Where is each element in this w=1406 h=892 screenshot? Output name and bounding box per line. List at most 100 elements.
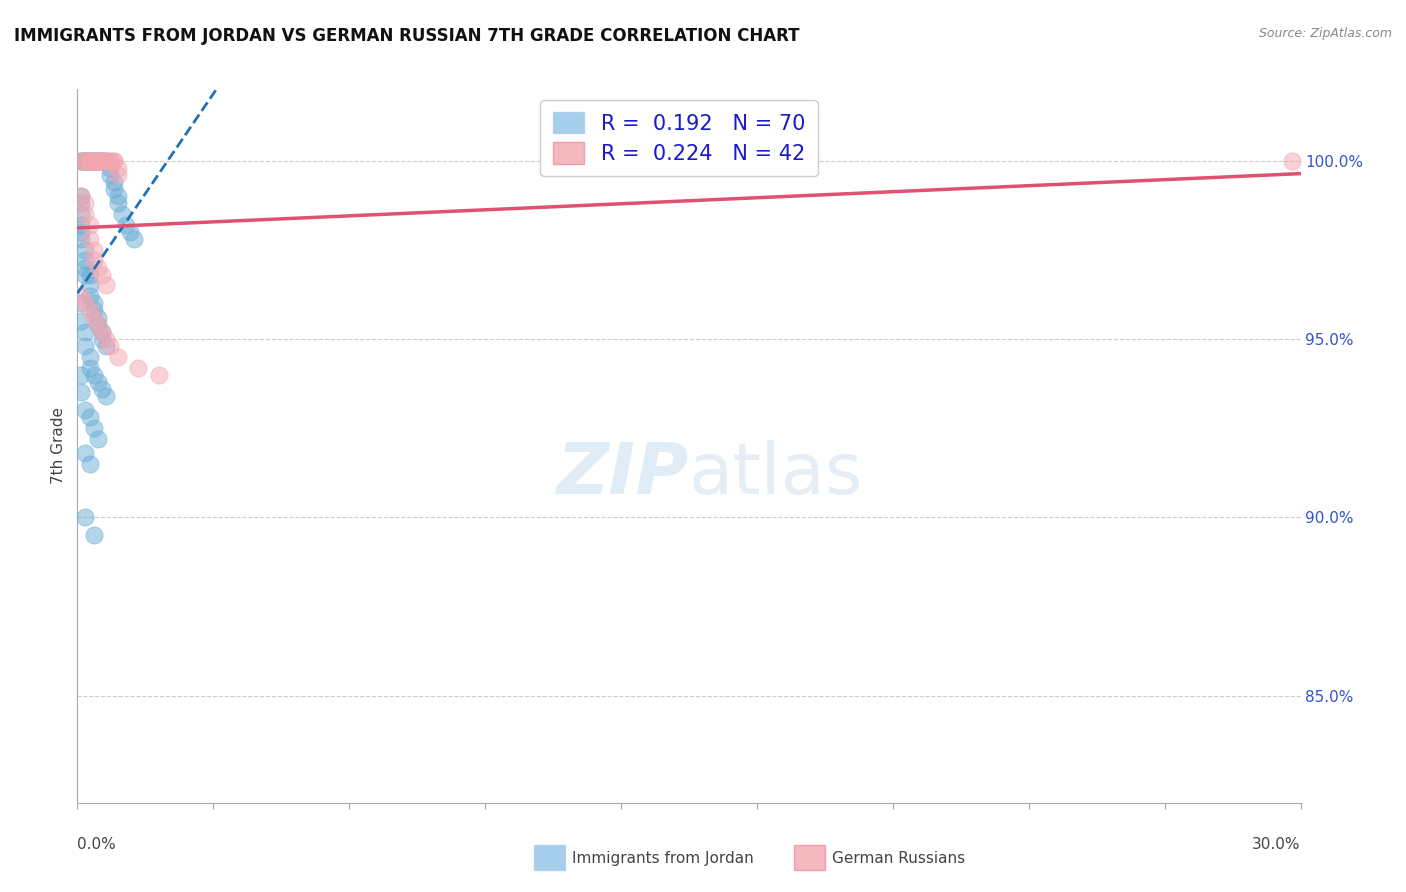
Point — [87, 375, 110, 389]
Point — [70, 368, 93, 382]
Point — [79, 360, 101, 375]
Point — [70, 189, 93, 203]
Point — [75, 207, 97, 221]
Point — [94, 153, 117, 168]
Point — [87, 153, 110, 168]
Point — [103, 175, 125, 189]
Point — [75, 446, 97, 460]
Point — [83, 153, 105, 168]
Point — [90, 153, 112, 168]
Point — [107, 161, 129, 175]
Point — [98, 153, 121, 168]
Point — [115, 218, 138, 232]
Point — [75, 339, 97, 353]
Point — [75, 260, 97, 275]
Point — [70, 153, 93, 168]
Point — [75, 196, 97, 211]
Point — [107, 350, 129, 364]
Point — [124, 232, 146, 246]
Point — [111, 207, 134, 221]
Point — [70, 289, 93, 303]
Point — [90, 382, 112, 396]
Point — [79, 153, 101, 168]
Point — [94, 339, 117, 353]
Point — [90, 153, 112, 168]
Point — [75, 296, 97, 310]
Point — [75, 153, 97, 168]
Point — [94, 153, 117, 168]
Point — [70, 207, 93, 221]
Point — [75, 243, 97, 257]
Point — [83, 153, 105, 168]
Point — [83, 153, 105, 168]
Point — [98, 161, 121, 175]
Point — [90, 325, 112, 339]
Point — [70, 314, 93, 328]
Point — [83, 296, 105, 310]
Point — [128, 360, 150, 375]
Point — [120, 225, 142, 239]
Point — [70, 232, 93, 246]
Point — [94, 153, 117, 168]
Text: Source: ZipAtlas.com: Source: ZipAtlas.com — [1258, 27, 1392, 40]
Point — [79, 410, 101, 425]
Point — [87, 153, 110, 168]
Point — [75, 325, 97, 339]
Point — [94, 332, 117, 346]
Point — [107, 196, 129, 211]
Point — [79, 303, 101, 318]
Point — [70, 225, 93, 239]
Legend: R =  0.192   N = 70, R =  0.224   N = 42: R = 0.192 N = 70, R = 0.224 N = 42 — [540, 100, 818, 177]
Point — [87, 153, 110, 168]
Point — [98, 168, 121, 182]
Point — [83, 153, 105, 168]
Point — [75, 153, 97, 168]
Point — [107, 168, 129, 182]
Point — [94, 389, 117, 403]
Point — [87, 260, 110, 275]
Text: 30.0%: 30.0% — [1253, 837, 1301, 852]
Point — [94, 153, 117, 168]
Point — [70, 196, 93, 211]
Point — [75, 153, 97, 168]
Text: 0.0%: 0.0% — [77, 837, 117, 852]
Point — [70, 153, 93, 168]
Text: German Russians: German Russians — [832, 851, 966, 865]
Point — [75, 268, 97, 282]
Point — [79, 153, 101, 168]
Text: ZIP: ZIP — [557, 440, 689, 509]
Point — [94, 278, 117, 293]
Point — [83, 368, 105, 382]
Point — [103, 153, 125, 168]
Point — [83, 253, 105, 268]
Point — [87, 318, 110, 332]
Point — [79, 232, 101, 246]
Point — [103, 182, 125, 196]
Point — [1281, 153, 1303, 168]
Point — [79, 278, 101, 293]
Point — [75, 153, 97, 168]
Point — [107, 189, 129, 203]
Point — [75, 403, 97, 417]
Point — [75, 153, 97, 168]
Point — [87, 310, 110, 325]
Point — [103, 153, 125, 168]
Point — [79, 268, 101, 282]
Text: Immigrants from Jordan: Immigrants from Jordan — [572, 851, 754, 865]
Point — [79, 457, 101, 471]
Point — [70, 218, 93, 232]
Point — [87, 318, 110, 332]
Point — [75, 153, 97, 168]
Point — [79, 218, 101, 232]
Point — [90, 153, 112, 168]
Point — [79, 153, 101, 168]
Point — [90, 325, 112, 339]
Point — [79, 289, 101, 303]
Point — [148, 368, 170, 382]
Point — [98, 153, 121, 168]
Point — [83, 421, 105, 435]
Point — [90, 153, 112, 168]
Point — [98, 339, 121, 353]
Point — [75, 253, 97, 268]
Text: IMMIGRANTS FROM JORDAN VS GERMAN RUSSIAN 7TH GRADE CORRELATION CHART: IMMIGRANTS FROM JORDAN VS GERMAN RUSSIAN… — [14, 27, 800, 45]
